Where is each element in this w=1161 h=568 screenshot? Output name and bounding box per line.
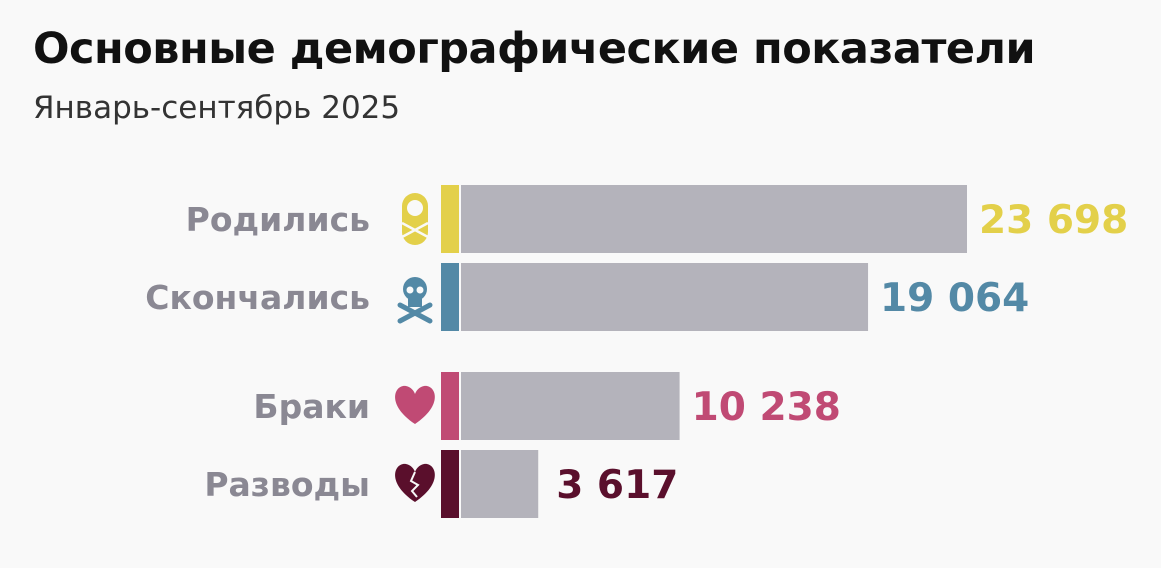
broken-heart-icon: [395, 463, 435, 502]
chart-subtitle: Январь-сентябрь 2025: [33, 90, 401, 126]
category-color-strip: [441, 372, 459, 440]
baby-icon: [401, 193, 429, 245]
value-label: 23 698: [979, 198, 1128, 243]
category-label: Разводы: [204, 465, 370, 504]
value-label: 19 064: [880, 276, 1029, 321]
category-label: Родились: [186, 200, 370, 239]
bar: [461, 185, 967, 253]
category-color-strip: [441, 450, 459, 518]
category-label: Браки: [253, 387, 370, 426]
value-label: 3 617: [556, 463, 678, 508]
category-label: Скончались: [145, 278, 370, 317]
bar: [461, 263, 869, 331]
bar: [461, 372, 680, 440]
heart-icon: [395, 385, 435, 424]
category-color-strip: [441, 263, 459, 331]
chart-title: Основные демографические показатели: [33, 24, 1036, 74]
value-label: 10 238: [692, 385, 841, 430]
skull-crossbones-icon: [397, 277, 433, 324]
bar: [461, 450, 539, 518]
category-color-strip: [441, 185, 459, 253]
